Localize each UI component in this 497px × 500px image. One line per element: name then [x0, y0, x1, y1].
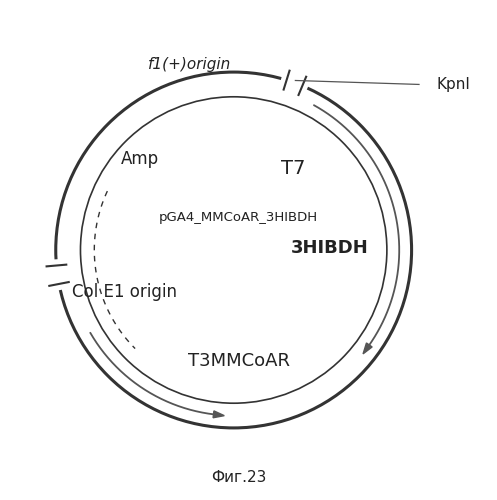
Text: Фиг.23: Фиг.23 [211, 470, 266, 485]
Text: f1(+)origin: f1(+)origin [148, 57, 231, 72]
Polygon shape [213, 411, 224, 418]
Text: T3MMCoAR: T3MMCoAR [187, 352, 290, 370]
Polygon shape [363, 343, 372, 354]
Text: 3HIBDH: 3HIBDH [291, 238, 369, 256]
Text: Col E1 origin: Col E1 origin [73, 283, 177, 301]
Text: T7: T7 [281, 159, 305, 178]
Text: pGA4_MMCoAR_3HIBDH: pGA4_MMCoAR_3HIBDH [159, 212, 318, 224]
Text: Amp: Amp [121, 150, 159, 168]
Text: KpnI: KpnI [436, 77, 470, 92]
